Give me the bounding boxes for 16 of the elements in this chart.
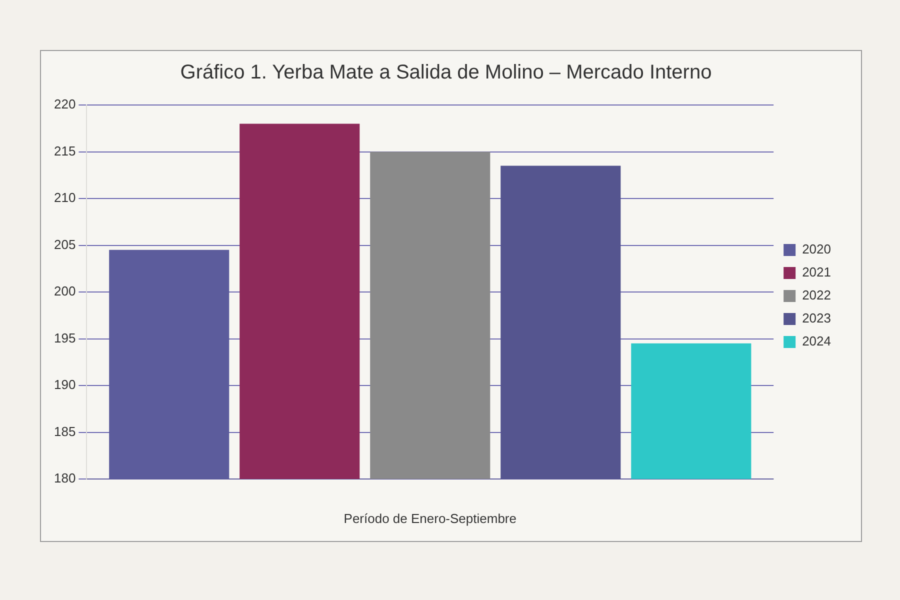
- y-tick-label: 190: [54, 377, 76, 392]
- y-tick-label: 200: [54, 284, 76, 299]
- legend-label: 2022: [802, 288, 831, 303]
- legend-label: 2023: [802, 310, 831, 326]
- y-tick-label: 215: [54, 143, 76, 158]
- y-tick-label: 180: [54, 470, 76, 486]
- y-tick-label: 210: [54, 190, 76, 206]
- chart-title: Gráfico 1. Yerba Mate a Salida de Molino – Mercado Interno: [180, 62, 712, 84]
- legend-label: 2021: [802, 264, 831, 280]
- y-tick-label: 205: [54, 236, 76, 252]
- y-tick-label: 185: [54, 424, 76, 439]
- x-axis-title: Período de Enero-Septiembre: [344, 510, 516, 526]
- y-tick-label: 195: [54, 330, 76, 346]
- legend-label: 2020: [802, 242, 831, 257]
- y-tick-label: 220: [54, 96, 76, 112]
- legend-label: 2024: [802, 334, 831, 349]
